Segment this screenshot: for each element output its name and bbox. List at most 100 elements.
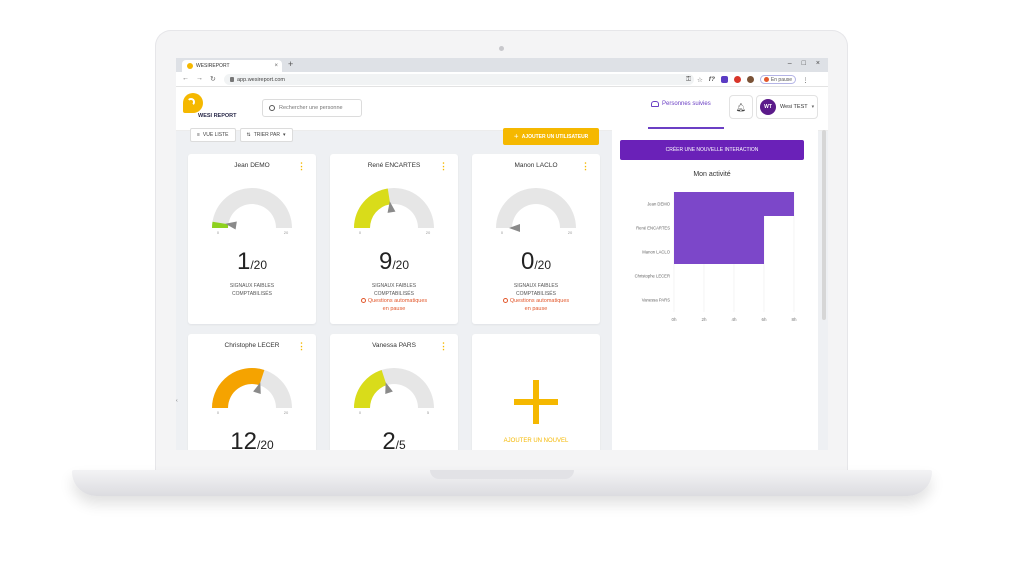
- laptop-notch: [430, 470, 574, 479]
- kebab-menu-icon[interactable]: ⋮: [297, 161, 306, 171]
- person-card[interactable]: Christophe LECER ⋮ 0 20 12/20: [188, 334, 316, 450]
- score-value: 2/5: [330, 428, 458, 450]
- close-icon[interactable]: ×: [274, 63, 278, 69]
- plus-icon: [514, 380, 558, 424]
- gauge-needle: [509, 224, 520, 232]
- reload-icon[interactable]: ↻: [210, 76, 216, 83]
- close-window-icon[interactable]: ×: [815, 60, 820, 67]
- kebab-menu-icon[interactable]: ⋮: [297, 341, 306, 351]
- sidebar-toggle-icon[interactable]: ‹: [176, 398, 178, 404]
- gauge-needle: [253, 382, 261, 395]
- notifications-button[interactable]: 🔔︎: [729, 95, 753, 119]
- list-icon: ≡: [197, 132, 200, 138]
- view-list-label: VUE LISTE: [202, 132, 229, 138]
- person-card[interactable]: Jean DEMO ⋮ 0 20 1/20 SIGNAUX FAIBLES COM…: [188, 154, 316, 324]
- favicon-icon: [187, 63, 193, 69]
- browser-tab[interactable]: WESIREPORT ×: [182, 60, 282, 72]
- sort-button[interactable]: ⇅ TRIER PAR ▾: [239, 128, 293, 142]
- extension-purple-icon[interactable]: [720, 76, 728, 83]
- warning-text: Questions automatiques: [367, 298, 428, 304]
- y-category-label: Christophe LECER: [635, 274, 670, 279]
- x-tick-label: 6h: [761, 317, 767, 322]
- view-list-button[interactable]: ≡ VUE LISTE: [190, 128, 236, 142]
- tab-followed-people[interactable]: Personnes suivies: [651, 101, 711, 107]
- kebab-menu-icon[interactable]: ⋮: [439, 161, 448, 171]
- warning-text-2: en pause: [382, 306, 406, 312]
- signals-label: SIGNAUX FAIBLES COMPTABILISÉS: [188, 282, 316, 298]
- score-value: 9/20: [330, 248, 458, 276]
- gauge-needle: [225, 221, 237, 230]
- gauge-needle: [387, 201, 396, 213]
- counted-text: COMPTABILISÉS: [516, 291, 556, 297]
- gauge-fill: [354, 369, 387, 408]
- profile-pause-pill[interactable]: En pause: [759, 75, 797, 84]
- tab-title: WESIREPORT: [196, 63, 230, 69]
- menu-dots-icon[interactable]: ⋮: [802, 76, 809, 84]
- add-user-button[interactable]: ＋ AJOUTER UN UTILISATEUR: [503, 128, 599, 145]
- back-icon[interactable]: ←: [182, 75, 189, 82]
- y-category-label: René ENCARTES: [636, 226, 670, 231]
- search-box[interactable]: [262, 99, 362, 117]
- key-icon[interactable]: ⚿: [686, 75, 691, 83]
- maximize-icon[interactable]: □: [801, 60, 806, 67]
- score-number: 12: [230, 428, 257, 450]
- new-tab-icon[interactable]: +: [288, 59, 294, 69]
- pause-label: En pause: [770, 76, 793, 83]
- extension-red-icon[interactable]: [733, 76, 741, 83]
- activity-panel: CRÉER UNE NOUVELLE INTERACTION Mon activ…: [612, 130, 818, 450]
- add-person-card[interactable]: AJOUTER UN NOUVEL: [472, 334, 600, 450]
- activity-bar[interactable]: [674, 216, 764, 240]
- gauge-track: [496, 188, 576, 228]
- profile-avatar-icon: [763, 77, 769, 82]
- star-icon[interactable]: ☆: [696, 76, 703, 84]
- formula-icon[interactable]: f?: [708, 76, 715, 83]
- search-input[interactable]: [279, 105, 359, 111]
- forward-icon[interactable]: →: [196, 75, 203, 82]
- auto-questions-warning: Questions automatiques en pause: [330, 297, 458, 313]
- kebab-menu-icon[interactable]: ⋮: [581, 161, 590, 171]
- warning-text-2: en pause: [524, 306, 548, 312]
- logo-text: WESI REPORT: [198, 113, 237, 119]
- active-tab-indicator: [648, 127, 724, 129]
- score-value: 12/20: [188, 428, 316, 450]
- person-card[interactable]: Manon LACLO ⋮ 0 20 0/20 SIGNAUX FAIBLES C…: [472, 154, 600, 324]
- gauge-fill: [212, 221, 229, 228]
- person-card[interactable]: René ENCARTES ⋮ 0 20 9/20 SIGNAUX FAIBLES…: [330, 154, 458, 324]
- add-user-icon: ＋: [513, 134, 519, 140]
- score-number: 1: [236, 248, 251, 275]
- score-value: 0/20: [472, 248, 600, 276]
- extension-dark-icon[interactable]: [746, 76, 754, 83]
- address-bar: ← → ↻ app.wesireport.com ⚿ ☆ f? En pause: [176, 72, 828, 87]
- activity-bar[interactable]: [674, 192, 794, 216]
- camera-icon: [499, 46, 504, 51]
- gauge-tick-label: 20: [426, 230, 431, 235]
- user-menu[interactable]: WT Wesi TEST ▾: [756, 95, 818, 119]
- x-tick-label: 2h: [701, 317, 707, 322]
- logo-wave-icon: [187, 98, 195, 106]
- score-value: 1/20: [188, 248, 316, 276]
- person-name: Christophe LECER: [224, 342, 280, 349]
- gauge-fill: [212, 368, 265, 408]
- score-gauge: 0 20: [354, 188, 434, 235]
- create-interaction-button[interactable]: CRÉER UNE NOUVELLE INTERACTION: [620, 140, 804, 160]
- lock-icon: [230, 77, 234, 82]
- signals-label: SIGNAUX FAIBLES COMPTABILISÉS: [330, 282, 458, 298]
- panel-scrollbar[interactable]: [822, 130, 826, 320]
- score-gauge: 0 20: [212, 368, 292, 415]
- gauge-tick-label: 0: [217, 410, 220, 415]
- kebab-menu-icon[interactable]: ⋮: [439, 341, 448, 351]
- gauge-track: [212, 188, 292, 228]
- gauge-tick-label: 20: [568, 230, 573, 235]
- gauge-fill: [354, 188, 391, 228]
- gauge-tick-label: 0: [359, 410, 362, 415]
- auto-questions-warning: Questions automatiques en pause: [472, 297, 600, 313]
- score-gauge: 0 20: [496, 188, 576, 235]
- url-field[interactable]: app.wesireport.com: [224, 74, 694, 85]
- gauge-tick-label: 5: [427, 410, 430, 415]
- app-header: WESI REPORT Personnes suivies 🔔︎ WT Wesi…: [176, 87, 828, 131]
- pause-icon: [360, 298, 366, 304]
- activity-bar[interactable]: [674, 240, 764, 264]
- minimize-icon[interactable]: –: [787, 60, 792, 67]
